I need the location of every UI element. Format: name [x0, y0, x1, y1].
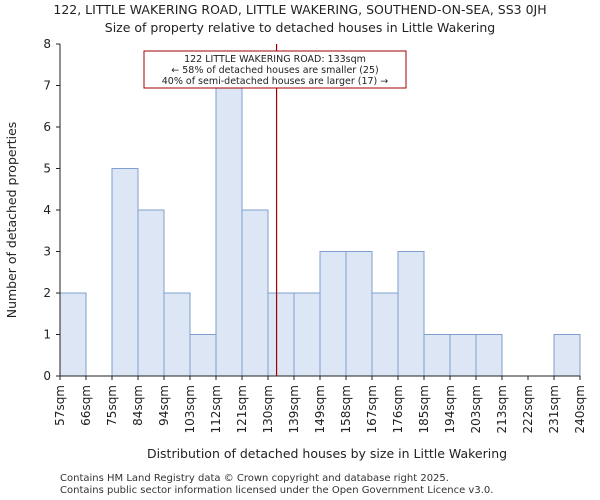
x-tick-label: 158sqm: [339, 385, 353, 433]
bar: [553, 334, 581, 377]
x-tick-label: 75sqm: [105, 385, 119, 426]
x-axis-label: Distribution of detached houses by size …: [147, 446, 507, 461]
bar: [475, 334, 503, 377]
bar: [293, 292, 321, 377]
bar: [59, 292, 87, 377]
y-tick-label: 3: [43, 245, 51, 259]
y-tick-label: 7: [43, 79, 51, 93]
x-tick-label: 57sqm: [53, 385, 67, 426]
annotation-box: [143, 50, 407, 89]
x-tick-label: 66sqm: [79, 385, 93, 426]
x-tick-label: 167sqm: [365, 385, 379, 433]
bar: [163, 292, 191, 377]
y-tick-label: 1: [43, 328, 51, 342]
x-tick-label: 213sqm: [495, 385, 509, 433]
x-tick-label: 84sqm: [131, 385, 145, 426]
bar: [449, 334, 477, 377]
x-tick-label: 222sqm: [521, 385, 535, 433]
y-tick-label: 5: [43, 162, 51, 176]
bar: [371, 292, 399, 377]
bar: [345, 251, 373, 377]
x-tick-label: 139sqm: [287, 385, 301, 433]
annotation-line: ← 58% of detached houses are smaller (25…: [171, 65, 378, 76]
x-tick-label: 130sqm: [261, 385, 275, 433]
x-tick-label: 185sqm: [417, 385, 431, 433]
bar: [267, 292, 295, 377]
y-tick-label: 8: [43, 37, 51, 51]
y-tick-label: 2: [43, 286, 51, 300]
annotation-line: 122 LITTLE WAKERING ROAD: 133sqm: [184, 54, 366, 65]
x-tick-label: 240sqm: [573, 385, 587, 433]
x-tick-label: 94sqm: [157, 385, 171, 426]
x-tick-label: 231sqm: [547, 385, 561, 433]
y-tick-label: 6: [43, 120, 51, 134]
x-tick-label: 121sqm: [235, 385, 249, 433]
x-tick-label: 149sqm: [313, 385, 327, 433]
y-tick-label: 4: [43, 203, 51, 217]
x-tick-label: 103sqm: [183, 385, 197, 433]
x-tick-label: 176sqm: [391, 385, 405, 433]
y-axis-label: Number of detached properties: [4, 122, 19, 319]
bar: [189, 334, 217, 377]
chart-title: 122, LITTLE WAKERING ROAD, LITTLE WAKERI…: [53, 2, 547, 17]
footer-copyright: Contains HM Land Registry data © Crown c…: [60, 473, 449, 484]
y-tick-label: 0: [43, 369, 51, 383]
bar: [397, 251, 425, 377]
x-tick-label: 194sqm: [443, 385, 457, 433]
chart-subtitle: Size of property relative to detached ho…: [104, 20, 496, 35]
bar: [215, 85, 243, 377]
x-tick-label: 112sqm: [209, 385, 223, 433]
bar: [423, 334, 451, 377]
bar: [111, 168, 139, 377]
bar: [241, 209, 269, 377]
bar: [137, 209, 165, 377]
x-tick-label: 203sqm: [469, 385, 483, 433]
annotation-line: 40% of semi-detached houses are larger (…: [162, 76, 389, 87]
bar: [319, 251, 347, 377]
footer-licence: Contains public sector information licen…: [60, 485, 494, 496]
